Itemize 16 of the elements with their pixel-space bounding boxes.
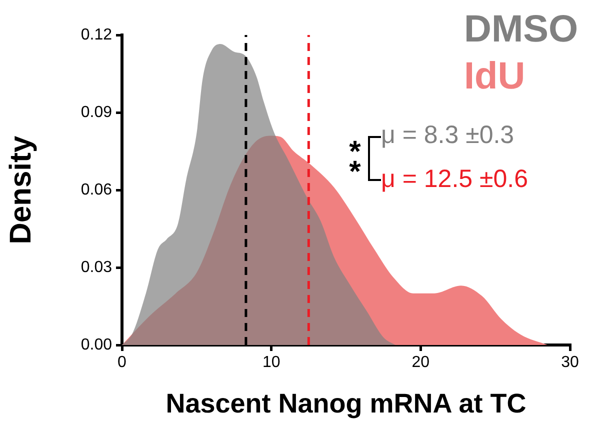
x-axis-title: Nascent Nanog mRNA at TC: [166, 388, 526, 418]
annotation: **: [349, 135, 362, 188]
x-tick-label: 0: [118, 354, 127, 372]
y-tick-label: 0.03: [80, 258, 112, 276]
y-tick-label: 0.00: [80, 336, 112, 354]
text: IdU: [464, 55, 526, 98]
x-tick-label: 10: [262, 354, 280, 372]
x-tick-label: 30: [561, 354, 579, 372]
annotation: μ = 12.5 ±0.6: [381, 164, 528, 193]
y-tick-label: 0.09: [80, 104, 112, 121]
annotation: μ = 8.3 ±0.3: [381, 120, 514, 149]
y-tick-label: 0.12: [80, 26, 112, 44]
x-tick-label: 20: [412, 354, 430, 372]
y-tick-label: 0.06: [80, 181, 112, 198]
y-axis-title: Density: [4, 136, 38, 244]
text: DMSO: [464, 8, 578, 50]
